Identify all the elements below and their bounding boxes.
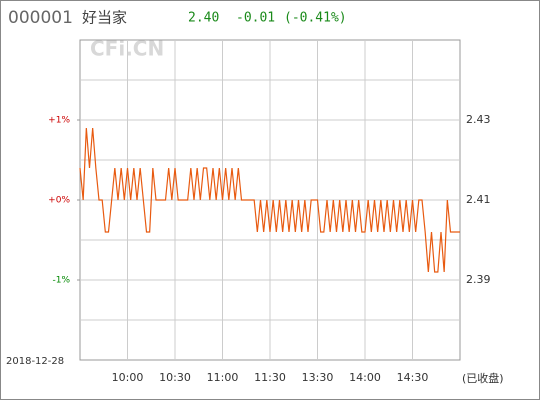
x-tick-label: 14:30 [397,371,429,384]
x-tick-label: 14:00 [349,371,381,384]
x-tick-label: 10:30 [159,371,191,384]
price: 2.40 [188,11,219,26]
change-pct: (-0.41%) [284,11,347,26]
x-tick-label: 13:30 [302,371,334,384]
y2-tick-label: +0% [48,196,70,206]
x-tick-label: 11:30 [254,371,286,384]
change: -0.01 [236,11,275,26]
y2-tick-label: +1% [48,116,70,126]
status: (已收盘) [462,371,504,385]
x-tick-label: 11:00 [207,371,239,384]
price-line [79,127,460,273]
x-tick-label: 10:00 [112,371,144,384]
date: 2018-12-28 [6,356,64,367]
y2-tick-label: -1% [52,276,70,286]
stock-code: 000001 [8,8,73,28]
y-tick-label: 2.41 [466,193,491,206]
stock-name: 好当家 [82,9,127,27]
y-tick-label: 2.39 [466,273,491,286]
y-tick-label: 2.43 [466,113,491,126]
